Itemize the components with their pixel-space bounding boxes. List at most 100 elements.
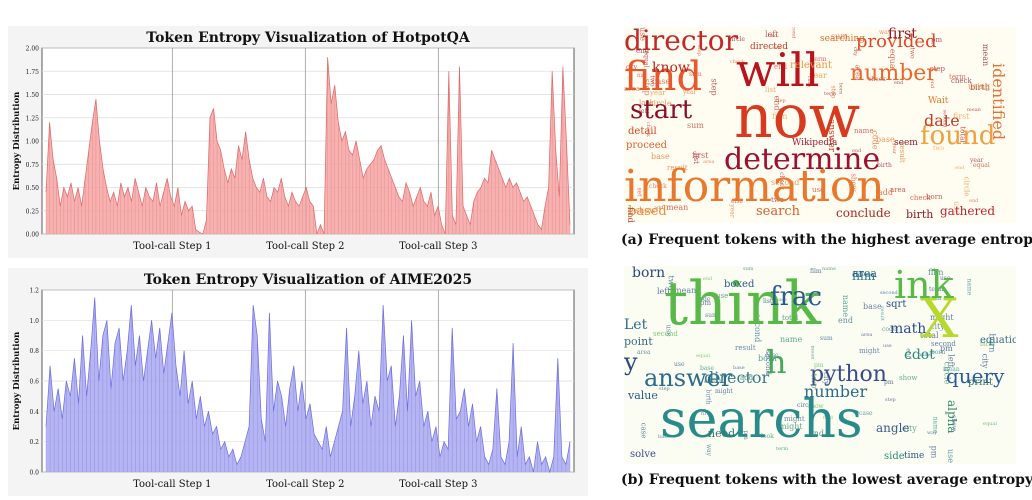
wordcloud-filler-word: base	[658, 434, 670, 440]
wordcloud-filler-word: mean	[967, 107, 981, 113]
wordcloud-filler-word: name	[822, 266, 836, 272]
entropy-area	[46, 297, 570, 472]
wordcloud-filler-word: code	[696, 296, 711, 303]
wordcloud-filler-word: mean	[981, 43, 991, 67]
wordcloud-filler-word: check	[730, 59, 745, 65]
wordcloud-word: number	[804, 382, 868, 401]
wordcloud-filler-word: second	[771, 178, 800, 187]
wordcloud-filler-word: sum	[929, 295, 942, 302]
wordcloud-b-caption: (b) Frequent tokens with the lowest aver…	[621, 472, 1032, 488]
wordcloud-filler-word: pm	[884, 379, 894, 386]
y-tick-label: 1.75	[26, 69, 40, 76]
wordcloud-filler-word: equal	[696, 353, 710, 359]
wordcloud-word: born	[632, 266, 666, 281]
hotpotqa-entropy-chart: Token Entropy Visualization of HotpotQA E…	[8, 26, 588, 258]
wordcloud-word: directed	[750, 42, 789, 52]
y-tick-label: 0.4	[29, 409, 39, 416]
y-tick-label: 0.6	[29, 379, 39, 386]
wordcloud-filler-word: born	[926, 193, 943, 201]
wordcloud-filler-word: left	[639, 108, 650, 115]
wordcloud-filler-word: list	[765, 86, 776, 94]
wordcloud-word: frac	[770, 282, 823, 312]
wordcloud-filler-word: end	[894, 80, 904, 86]
entropy-line	[45, 297, 571, 474]
entropy-area	[46, 57, 570, 234]
wordcloud-filler-word: left	[657, 287, 671, 296]
wordcloud-filler-word: base	[651, 152, 670, 161]
wordcloud-filler-word: born	[758, 354, 777, 363]
wordcloud-word: need	[708, 427, 736, 440]
wordcloud-word: cdot	[904, 347, 935, 363]
wordcloud-word: relevant	[790, 60, 832, 71]
wordcloud-word: value	[628, 389, 658, 402]
wordcloud-word: birth	[906, 208, 934, 221]
y-axis-label: Entropy Distribution	[12, 92, 22, 191]
wordcloud-word: think	[664, 269, 821, 339]
wordcloud-filler-word: check	[868, 76, 886, 83]
wordcloud-filler-word: might	[715, 388, 733, 395]
y-axis-label: Entropy Distribution	[12, 332, 22, 431]
wordcloud-filler-word: pm	[814, 362, 824, 369]
wordcloud-word: information	[624, 161, 885, 212]
wordcloud-filler-word: circle	[797, 402, 814, 409]
x-tick-label: Tool-call Step 3	[399, 241, 477, 252]
wordcloud-filler-word: code	[882, 326, 897, 333]
wordcloud-word: y	[624, 348, 638, 376]
wordcloud-word: Let	[624, 317, 648, 333]
wordcloud-filler-word: term	[949, 73, 966, 81]
wordcloud-word: answer	[826, 119, 836, 153]
wordcloud-filler-word: mean	[666, 203, 689, 212]
wordcloud-filler-word: show	[635, 206, 656, 215]
wordcloud-word: X	[920, 287, 959, 350]
wordcloud-filler-word: end	[636, 47, 650, 55]
wordcloud-filler-word: base	[863, 302, 882, 311]
wordcloud-filler-word: end	[838, 316, 854, 325]
y-tick-label: 0.0	[29, 470, 39, 477]
wordcloud-word: angle	[876, 421, 910, 435]
wordcloud-filler-word: born	[931, 349, 946, 356]
y-tick-label: 0.2	[29, 439, 39, 446]
wordcloud-filler-word: circle	[962, 176, 971, 197]
wordcloud-filler-word: end	[852, 148, 862, 154]
wordcloud-word: gathered	[940, 204, 996, 218]
x-tick-label: Tool-call Step 1	[133, 241, 211, 252]
wordcloud-filler-word: area	[637, 349, 651, 356]
wordcloud-filler-word: use	[812, 186, 825, 194]
wordcloud-word: now	[734, 82, 861, 152]
wordcloud-word: side	[884, 451, 905, 462]
wordcloud-word: search	[756, 204, 800, 219]
wordcloud-filler-word: name	[965, 278, 973, 296]
wordcloud-filler-word: equal	[983, 421, 997, 427]
y-tick-label: 0.50	[26, 185, 40, 192]
wordcloud-filler-word: year	[683, 89, 697, 96]
wordcloud-filler-word: circle	[649, 99, 672, 108]
wordcloud-filler-word: use	[773, 45, 782, 51]
wordcloud-filler-word: use	[940, 275, 951, 282]
wordcloud-word: solve	[630, 449, 656, 460]
wordcloud-filler-word: add	[878, 188, 894, 197]
wordcloud-word: determine	[724, 142, 881, 177]
wordcloud-filler-word: way	[879, 29, 892, 36]
hotpotqa-chart-svg: Token Entropy Visualization of HotpotQA E…	[8, 26, 588, 258]
wordcloud-filler-word: list	[763, 298, 773, 305]
wordcloud-filler-word: might	[859, 347, 880, 355]
y-tick-label: 1.0	[29, 318, 39, 325]
wordcloud-filler-word: sum	[743, 266, 754, 272]
wordcloud-filler-word: film	[928, 268, 944, 277]
wordcloud-word: proceed	[626, 140, 668, 151]
wordcloud-word: equation	[980, 335, 1016, 346]
wordcloud-filler-word: mean	[674, 286, 697, 295]
wordcloud-word: time	[904, 451, 925, 461]
wordcloud-filler-word: city	[930, 322, 945, 331]
wordcloud-filler-word: pm	[931, 36, 943, 44]
wordcloud-filler-word: base	[876, 135, 895, 144]
wordcloud-filler-word: mean	[809, 345, 816, 360]
wordcloud-word: answer	[644, 364, 733, 392]
wordcloud-filler-word: pm	[940, 344, 953, 353]
wordcloud-filler-word: year	[809, 71, 827, 80]
wordcloud-filler-word: might	[930, 313, 954, 322]
wordcloud-filler-word: term	[929, 286, 944, 293]
wordcloud-word: Wait	[928, 96, 949, 106]
y-tick-label: 1.25	[26, 115, 40, 122]
wordcloud-filler-word: step	[885, 397, 896, 403]
